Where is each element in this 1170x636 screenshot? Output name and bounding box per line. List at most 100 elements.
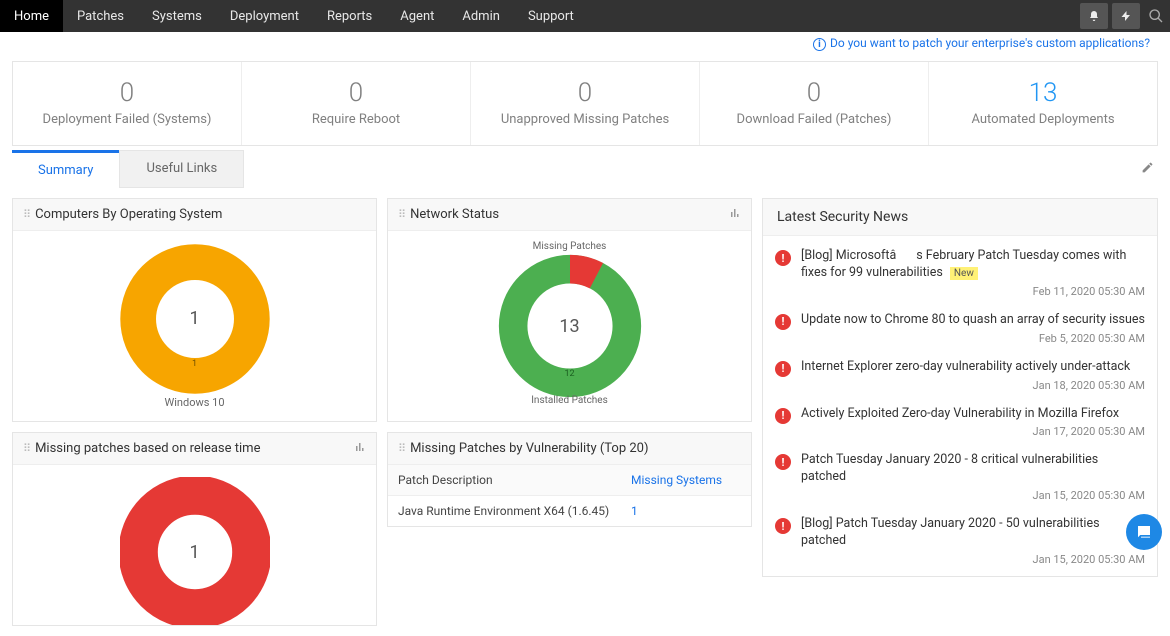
stat-value: 0 bbox=[250, 78, 462, 108]
news-body: Internet Explorer zero-day vulnerability… bbox=[801, 359, 1145, 392]
stat-deployment-failed[interactable]: 0 Deployment Failed (Systems) bbox=[13, 62, 242, 145]
network-donut[interactable]: 13 12 bbox=[495, 251, 645, 401]
alert-icon: ! bbox=[775, 314, 791, 330]
panel-missing-by-vuln: ⠿ Missing Patches by Vulnerability (Top … bbox=[387, 432, 752, 527]
panel-missing-by-release: ⠿ Missing patches based on release time … bbox=[12, 432, 377, 626]
news-item[interactable]: ! Internet Explorer zero-day vulnerabilit… bbox=[763, 351, 1157, 398]
os-legend: Windows 10 bbox=[164, 396, 224, 409]
news-item[interactable]: ! Patch Tuesday January 2020 - 8 critical… bbox=[763, 444, 1157, 508]
column-middle: ⠿ Network Status Missing Patches 13 12 I… bbox=[387, 198, 752, 527]
nav-reports[interactable]: Reports bbox=[313, 0, 386, 32]
chart-options-icon[interactable] bbox=[729, 207, 741, 222]
stat-value: 0 bbox=[479, 78, 691, 108]
news-body: [Blog] Microsoftâs February Patch Tues… bbox=[801, 248, 1145, 298]
stats-row: 0 Deployment Failed (Systems) 0 Require … bbox=[12, 61, 1158, 146]
stat-value: 13 bbox=[937, 78, 1149, 108]
news-title: Patch Tuesday January 2020 - 8 critical … bbox=[801, 452, 1145, 486]
drag-handle-icon[interactable]: ⠿ bbox=[398, 442, 404, 455]
stat-label: Require Reboot bbox=[250, 112, 462, 127]
news-date: Jan 17, 2020 05:30 AM bbox=[801, 425, 1145, 438]
stat-label: Deployment Failed (Systems) bbox=[21, 112, 233, 127]
drag-handle-icon[interactable]: ⠿ bbox=[23, 208, 29, 221]
tab-summary[interactable]: Summary bbox=[12, 150, 119, 188]
chat-fab-icon[interactable] bbox=[1126, 514, 1162, 550]
release-donut[interactable]: 1 bbox=[120, 477, 270, 625]
news-body: Update now to Chrome 80 to quash an arra… bbox=[801, 312, 1145, 345]
search-icon[interactable] bbox=[1142, 0, 1170, 32]
news-item[interactable]: ! Actively Exploited Zero-day Vulnerabili… bbox=[763, 398, 1157, 445]
edit-layout-icon[interactable] bbox=[1141, 161, 1170, 178]
network-segment-value: 12 bbox=[564, 369, 574, 379]
table-row: Java Runtime Environment X64 (1.6.45) 1 bbox=[388, 496, 751, 526]
tab-strip: Summary Useful Links bbox=[12, 150, 1170, 188]
promo-text: Do you want to patch your enterprise's c… bbox=[830, 36, 1150, 50]
stat-automated-deployments[interactable]: 13 Automated Deployments bbox=[929, 62, 1157, 145]
missing-systems-count[interactable]: 1 bbox=[631, 504, 741, 518]
news-title: [Blog] Microsoftâs February Patch Tues… bbox=[801, 248, 1145, 282]
patch-description: Java Runtime Environment X64 (1.6.45) bbox=[398, 504, 631, 518]
news-date: Feb 11, 2020 05:30 AM bbox=[801, 285, 1145, 298]
panel-title: Computers By Operating System bbox=[35, 207, 366, 222]
news-list[interactable]: ! [Blog] Microsoftâs February Patch Tue… bbox=[763, 236, 1157, 576]
column-right: Latest Security News ![Blog] Microsoftâ… bbox=[762, 198, 1158, 577]
nav-admin[interactable]: Admin bbox=[448, 0, 514, 32]
panel-computers-by-os: ⠿ Computers By Operating System 1 1 Wind… bbox=[12, 198, 377, 422]
nav-home[interactable]: Home bbox=[0, 0, 63, 32]
news-body: [Blog] Patch Tuesday January 2020 - 50 v… bbox=[801, 516, 1145, 566]
alert-icon: ! bbox=[775, 454, 791, 470]
nav-agent[interactable]: Agent bbox=[386, 0, 448, 32]
news-item[interactable]: ! [Blog] Patch Tuesday January 2020 - 50 … bbox=[763, 508, 1157, 572]
news-body: Actively Exploited Zero-day Vulnerabilit… bbox=[801, 406, 1145, 439]
nav-deployment[interactable]: Deployment bbox=[216, 0, 313, 32]
nav-spacer bbox=[588, 0, 1078, 32]
stat-label: Automated Deployments bbox=[937, 112, 1149, 127]
alert-icon: ! bbox=[775, 518, 791, 534]
news-title: Internet Explorer zero-day vulnerability… bbox=[801, 359, 1145, 376]
drag-handle-icon[interactable]: ⠿ bbox=[398, 208, 404, 221]
col-patch-description: Patch Description bbox=[398, 473, 631, 487]
alert-icon: ! bbox=[775, 408, 791, 424]
promo-link[interactable]: i Do you want to patch your enterprise's … bbox=[0, 32, 1170, 51]
news-body: Patch Tuesday January 2020 - 8 critical … bbox=[801, 452, 1145, 502]
notifications-icon[interactable] bbox=[1080, 3, 1108, 29]
news-title: Update now to Chrome 80 to quash an arra… bbox=[801, 312, 1145, 329]
release-chart: 1 bbox=[13, 465, 376, 625]
network-chart: Missing Patches 13 12 Installed Patches bbox=[388, 231, 751, 421]
panel-header: ⠿ Missing patches based on release time bbox=[13, 433, 376, 465]
news-item[interactable]: ! [Blog] Microsoftâs February Patch Tue… bbox=[763, 240, 1157, 304]
news-date: Jan 18, 2020 05:30 AM bbox=[801, 379, 1145, 392]
panel-title: Missing Patches by Vulnerability (Top 20… bbox=[410, 441, 741, 456]
os-donut[interactable]: 1 1 bbox=[120, 244, 270, 394]
stat-require-reboot[interactable]: 0 Require Reboot bbox=[242, 62, 471, 145]
news-item[interactable]: ! Update now to Chrome 80 to quash an arr… bbox=[763, 304, 1157, 351]
nav-support[interactable]: Support bbox=[514, 0, 588, 32]
panel-title: Network Status bbox=[410, 207, 729, 222]
nav-patches[interactable]: Patches bbox=[63, 0, 138, 32]
chart-options-icon[interactable] bbox=[354, 441, 366, 456]
news-date: Feb 5, 2020 05:30 AM bbox=[801, 332, 1145, 345]
flash-icon[interactable] bbox=[1112, 3, 1140, 29]
news-item[interactable]: !Windows 7 end of life - Migrate to Wind… bbox=[763, 572, 1157, 576]
network-bottom-label: Installed Patches bbox=[531, 395, 608, 406]
panel-header: ⠿ Network Status bbox=[388, 199, 751, 231]
new-badge: New bbox=[950, 267, 978, 280]
os-chart: 1 1 Windows 10 bbox=[13, 231, 376, 421]
panel-security-news: Latest Security News ![Blog] Microsoftâ… bbox=[762, 198, 1158, 577]
os-donut-center: 1 bbox=[120, 244, 270, 394]
alert-icon: ! bbox=[775, 361, 791, 377]
tab-useful-links[interactable]: Useful Links bbox=[119, 150, 244, 188]
stat-value: 0 bbox=[708, 78, 920, 108]
nav-systems[interactable]: Systems bbox=[138, 0, 216, 32]
col-missing-systems: Missing Systems bbox=[631, 473, 741, 487]
panel-title: Missing patches based on release time bbox=[35, 441, 354, 456]
dashboard: ⠿ Computers By Operating System 1 1 Wind… bbox=[0, 188, 1170, 636]
drag-handle-icon[interactable]: ⠿ bbox=[23, 442, 29, 455]
news-date: Jan 15, 2020 05:30 AM bbox=[801, 489, 1145, 502]
news-title: Actively Exploited Zero-day Vulnerabilit… bbox=[801, 406, 1145, 423]
stat-download-failed[interactable]: 0 Download Failed (Patches) bbox=[700, 62, 929, 145]
info-icon: i bbox=[813, 38, 826, 51]
release-center: 1 bbox=[120, 477, 270, 625]
alert-icon: ! bbox=[775, 250, 791, 266]
stat-unapproved-missing[interactable]: 0 Unapproved Missing Patches bbox=[471, 62, 700, 145]
news-title: [Blog] Patch Tuesday January 2020 - 50 v… bbox=[801, 516, 1145, 550]
